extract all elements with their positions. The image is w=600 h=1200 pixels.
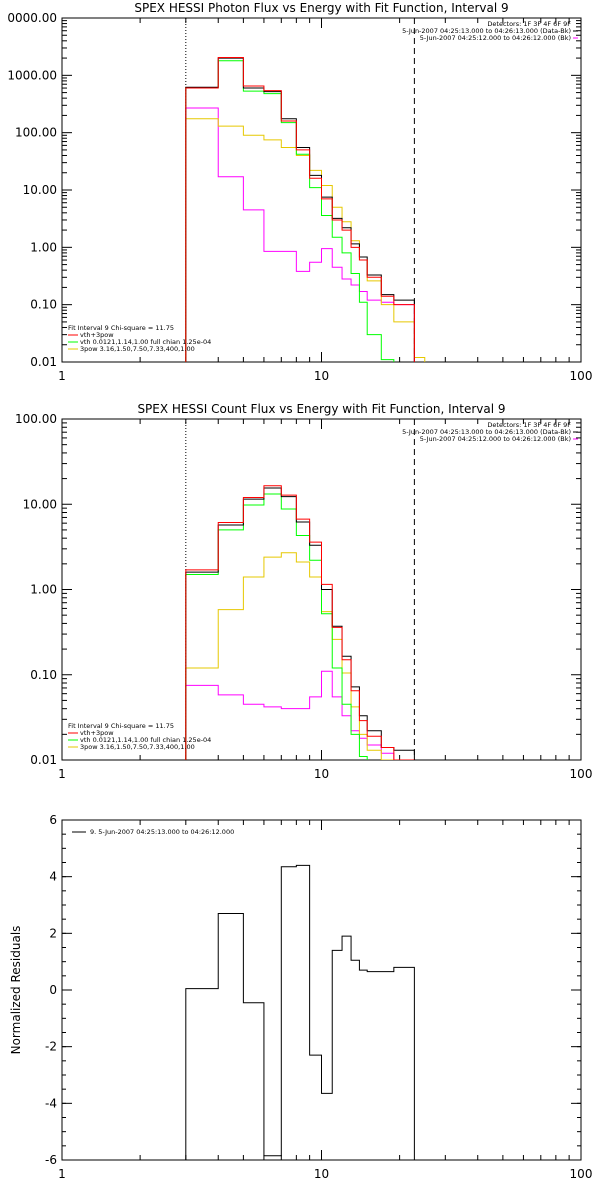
y-tick-label: -6: [45, 1153, 57, 1167]
x-tick-label: 1: [58, 1167, 66, 1181]
info-line: 5-Jun-2007 04:25:13.000 to 04:26:13.000 …: [402, 27, 571, 35]
series-bk-line: [185, 107, 415, 362]
y-tick-label: 0.01: [30, 355, 57, 369]
x-tick-label: 10: [314, 369, 329, 383]
series-vth-line: [185, 60, 395, 362]
chart-panel-2: SPEX HESSI Count Flux vs Energy with Fit…: [15, 402, 592, 781]
series-vth-3pow-line: [185, 485, 415, 760]
y-tick-label: 100.00: [15, 126, 57, 140]
y-tick-label: 0: [49, 983, 57, 997]
series-3pow-line: [185, 118, 426, 362]
x-tick-label: 100: [570, 1167, 593, 1181]
fit-legend-line: vth 0.0121,1.14,1.00 full chian 1.25e-04: [80, 736, 211, 744]
fit-legend-line: 3pow 3.16,1.50,7.50,7.33,400,1.00: [80, 345, 195, 353]
series-vth-line: [185, 493, 368, 760]
series-residuals-line: [185, 864, 415, 1160]
y-tick-label: -2: [45, 1040, 57, 1054]
y-tick-label: 1.00: [30, 240, 57, 254]
fit-legend-line: vth+3pow: [80, 331, 114, 339]
y-tick-label: 6: [49, 813, 57, 827]
chart-title: SPEX HESSI Photon Flux vs Energy with Fi…: [134, 1, 508, 15]
series-vth-3pow-line: [185, 56, 415, 362]
fit-legend-line: vth 0.0121,1.14,1.00 full chian 1.25e-04: [80, 338, 211, 346]
chart-title: SPEX HESSI Count Flux vs Energy with Fit…: [137, 402, 505, 416]
series-data-bk-line: [185, 487, 415, 760]
fit-legend-line: 3pow 3.16,1.50,7.50,7.33,400,1.00: [80, 743, 195, 751]
plot-frame: [61, 819, 582, 1161]
info-line: 5-Jun-2007 04:25:13.000 to 04:26:13.000 …: [402, 428, 571, 436]
y-tick-label: 0000.00: [7, 11, 57, 25]
info-line: 5-Jun-2007 04:25:12.000 to 04:26:12.000 …: [420, 34, 571, 42]
y-axis-label: Normalized Residuals: [9, 926, 23, 1055]
series-3pow-line: [185, 552, 394, 760]
y-tick-label: 0.01: [30, 753, 57, 767]
y-tick-label: 1000.00: [7, 68, 57, 82]
y-tick-label: 1.00: [30, 583, 57, 597]
y-tick-label: 2: [49, 926, 57, 940]
x-tick-label: 1: [58, 369, 66, 383]
fit-legend-line: Fit Interval 9 Chi-square = 11.75: [68, 722, 174, 730]
chart-panel-3: 1 10 100 -6 -4 -2 0 2 4 6 Normalized Residuals 9. 5…: [9, 813, 592, 1181]
x-tick-label: 100: [570, 369, 593, 383]
fit-legend-line: Fit Interval 9 Chi-square = 11.75: [68, 324, 174, 332]
y-tick-label: 10.00: [23, 497, 57, 511]
fit-legend-line: vth+3pow: [80, 729, 114, 737]
x-tick-label: 100: [570, 767, 593, 781]
info-line: Detectors: 1F 3F 4F 6F 9F: [487, 421, 571, 429]
info-line: 5-Jun-2007 04:25:12.000 to 04:26:12.000 …: [420, 435, 571, 443]
x-tick-label: 1: [58, 767, 66, 781]
y-tick-label: 0.10: [30, 298, 57, 312]
info-line: Detectors: 1F 3F 4F 6F 9F: [487, 20, 571, 28]
y-tick-label: 4: [49, 870, 57, 884]
y-tick-label: 10.00: [23, 183, 57, 197]
y-tick-label: -4: [45, 1096, 57, 1110]
series-bk-line: [185, 670, 415, 760]
x-tick-label: 10: [314, 1167, 329, 1181]
y-tick-label: 100.00: [15, 412, 57, 426]
series-data-bk-line: [185, 57, 415, 362]
x-tick-label: 10: [314, 767, 329, 781]
y-tick-label: 0.10: [30, 668, 57, 682]
residual-legend-text: 9. 5-Jun-2007 04:25:13.000 to 04:26:12.0…: [90, 828, 234, 836]
chart-panel-1: SPEX HESSI Photon Flux vs Energy with Fi…: [7, 1, 592, 383]
